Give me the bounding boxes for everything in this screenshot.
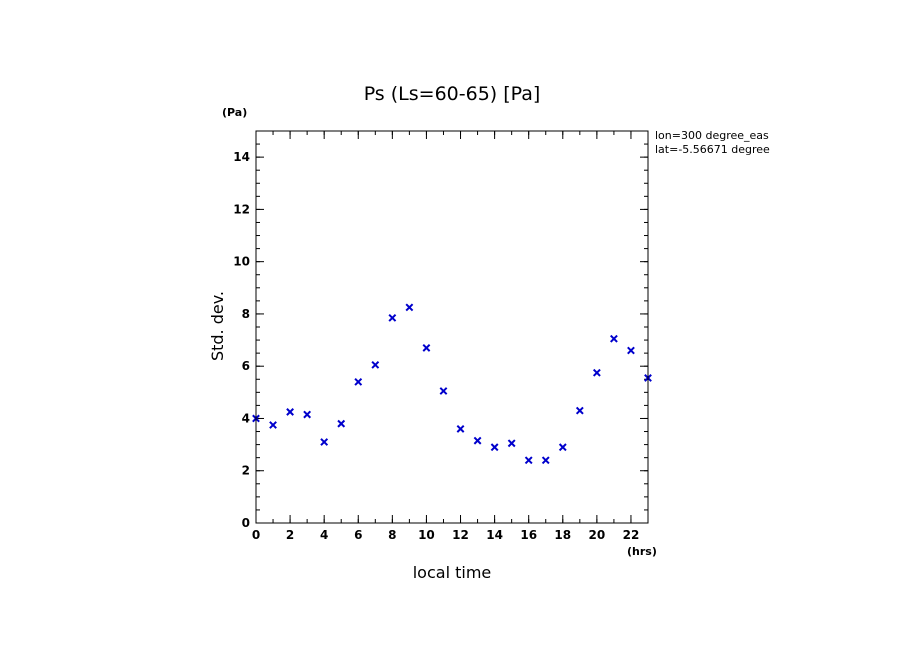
x-tick-label: 4 bbox=[320, 528, 328, 542]
x-tick-label: 18 bbox=[554, 528, 571, 542]
y-tick-label: 8 bbox=[242, 307, 250, 321]
x-axis-title: local time bbox=[413, 563, 492, 582]
y-tick-label: 6 bbox=[242, 359, 250, 373]
x-tick-label: 2 bbox=[286, 528, 294, 542]
annotation-lat: lat=-5.56671 degree bbox=[655, 143, 770, 156]
data-point bbox=[439, 387, 448, 395]
x-tick-label: 8 bbox=[388, 528, 396, 542]
y-axis-title: Std. dev. bbox=[208, 291, 227, 361]
data-point bbox=[388, 313, 397, 322]
data-point bbox=[320, 438, 329, 446]
y-tick-label: 4 bbox=[242, 411, 250, 425]
data-point bbox=[337, 419, 346, 428]
data-point bbox=[592, 368, 601, 377]
y-tick-label: 10 bbox=[233, 255, 250, 269]
data-point bbox=[627, 346, 635, 355]
x-tick-label: 22 bbox=[623, 528, 640, 542]
data-point bbox=[286, 408, 294, 416]
data-point bbox=[405, 303, 414, 312]
chart-title: Ps (Ls=60-65) [Pa] bbox=[364, 83, 541, 105]
x-tick-label: 6 bbox=[354, 528, 362, 542]
data-point bbox=[303, 410, 312, 419]
data-point bbox=[541, 456, 550, 465]
y-tick-label: 14 bbox=[233, 150, 250, 164]
x-unit-label: (hrs) bbox=[627, 545, 657, 558]
x-tick-label: 20 bbox=[589, 528, 606, 542]
data-point bbox=[456, 425, 465, 433]
data-point bbox=[422, 343, 431, 352]
annotation-lon: lon=300 degree_eas bbox=[655, 129, 769, 142]
x-tick-label: 12 bbox=[452, 528, 469, 542]
data-point bbox=[354, 377, 363, 386]
y-unit-label: (Pa) bbox=[222, 106, 247, 119]
y-tick-label: 12 bbox=[233, 202, 250, 216]
x-tick-label: 0 bbox=[252, 528, 260, 542]
data-point bbox=[473, 436, 482, 445]
data-point bbox=[371, 360, 380, 369]
data-point bbox=[610, 334, 618, 343]
y-tick-label: 0 bbox=[242, 516, 250, 530]
x-tick-label: 10 bbox=[418, 528, 435, 542]
data-point bbox=[524, 456, 533, 465]
data-point bbox=[507, 439, 516, 448]
plot-frame bbox=[255, 130, 649, 524]
data-point bbox=[269, 421, 277, 429]
x-tick-label: 16 bbox=[520, 528, 537, 542]
data-point bbox=[490, 443, 499, 452]
x-tick-label: 14 bbox=[486, 528, 503, 542]
y-tick-label: 2 bbox=[242, 464, 250, 478]
data-point bbox=[558, 443, 567, 452]
data-point bbox=[575, 406, 584, 415]
